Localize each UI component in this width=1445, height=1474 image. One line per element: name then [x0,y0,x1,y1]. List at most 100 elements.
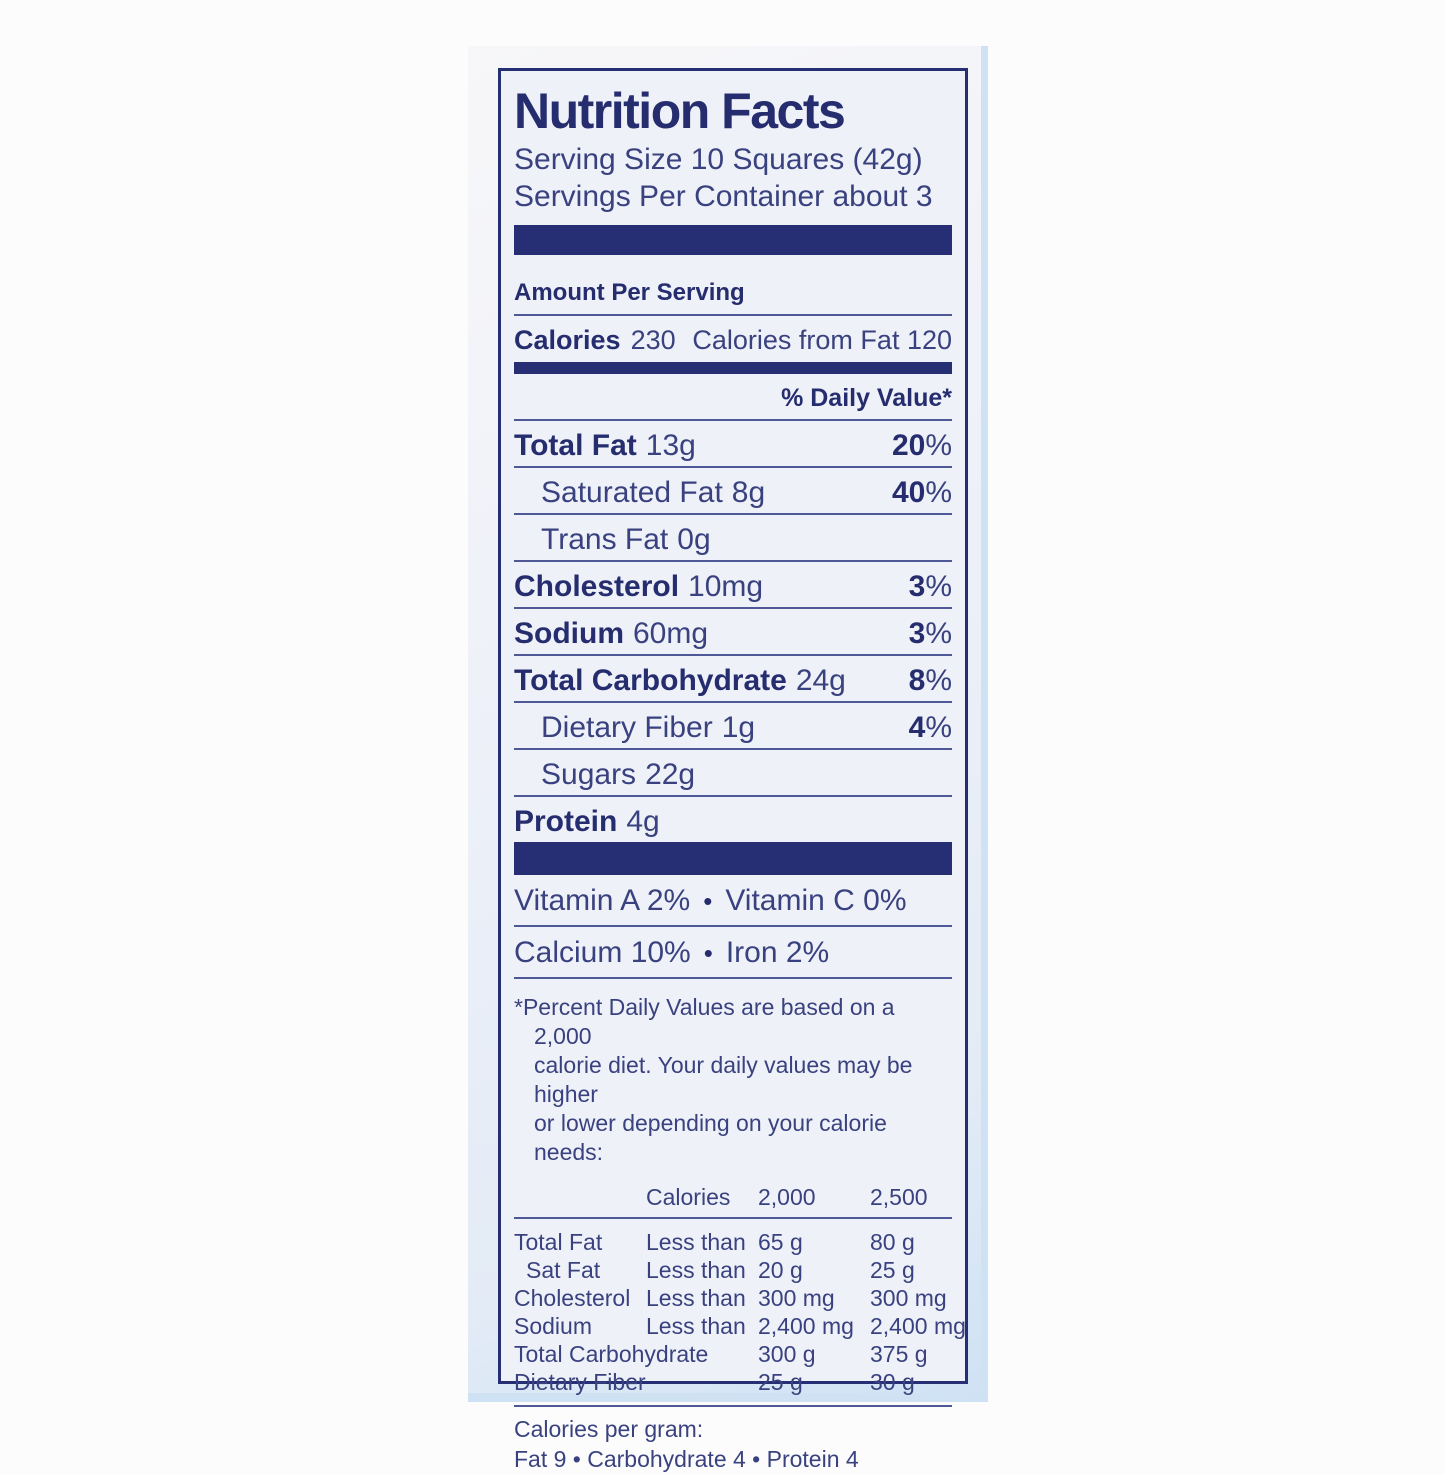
calories-value: 230 [630,325,676,355]
nutrient-name-amount: Sugars 22g [541,757,695,793]
nutrient-row: Total Fat 13g 20% [514,421,952,468]
dv-table-header-calories: Calories [646,1184,731,1210]
nutrient-name-amount: Protein 4g [514,804,660,840]
dv-row-2000: 65 g [758,1229,803,1255]
nutrient-name-amount: Sodium 60mg [514,616,708,652]
dv-table-rows: Total Fat Less than 65 g 80 g Sat Fat Less th… [514,1228,966,1396]
dv-row-2000: 25 g [758,1369,803,1395]
calories-per-gram-title: Calories per gram: [514,1416,704,1442]
nutrient-name-amount: Total Carbohydrate 24g [514,663,846,699]
nutrient-amount: 22g [645,758,696,791]
nutrient-amount: 10mg [688,570,764,603]
dv-table-header-2000: 2,000 [758,1184,816,1210]
dv-row-qualifier: Less than [646,1229,746,1255]
dv-row-2500: 300 mg [870,1285,947,1311]
calories-per-gram: Calories per gram: Fat 9 • Carbohydrate … [514,1405,952,1474]
nutrient-label: Protein [514,805,618,838]
dv-percent-sign: % [925,570,952,603]
nutrient-row: Total Carbohydrate 24g 8% [514,656,952,703]
dv-table-header: Calories 2,000 2,500 [514,1183,952,1219]
divider-bar-protein [514,842,952,875]
dv-row-label: Total Carbohydrate [514,1341,709,1367]
nutrient-label: Total Fat [514,429,637,462]
dv-table-row: Sat Fat Less than 20 g 25 g [514,1256,952,1284]
dv-table-header-2500: 2,500 [870,1184,928,1210]
nutrient-amount: 8g [731,476,766,509]
nutrient-amount: 0g [677,523,711,556]
amount-per-serving: Amount Per Serving [514,279,952,316]
dv-row-label: Cholesterol [514,1285,631,1311]
dv-row-label: Total Fat [514,1229,603,1255]
dv-row-2000: 2,400 mg [758,1313,854,1339]
nutrient-daily-value: 3% [909,569,952,605]
divider-bar-top [514,225,952,255]
dv-number: 20 [891,429,926,462]
nutrient-amount: 60mg [633,617,709,650]
nutrient-amount: 1g [721,711,756,744]
nutrient-row: Dietary Fiber 1g 4% [514,703,952,750]
calories-from-fat: Calories from Fat 120 [692,325,952,355]
dv-row-2500: 2,400 mg [870,1313,966,1339]
nutrient-name-amount: Cholesterol 10mg [514,569,763,605]
nutrient-daily-value: 40% [892,475,952,511]
vitamin-c-value: Vitamin C 0% [725,884,907,917]
dv-number: 40 [891,476,926,509]
bullet-separator: • [703,938,713,968]
dv-percent-sign: % [925,617,952,650]
dv-percent-sign: % [925,711,952,744]
iron-value: Iron 2% [725,936,830,969]
label-title: Nutrition Facts [514,83,846,139]
calcium-value: Calcium 10% [514,936,691,969]
calories-row: Calories 230 Calories from Fat 120 [514,316,952,362]
nutrient-row: Sodium 60mg 3% [514,609,952,656]
nutrient-amount: 24g [795,664,846,697]
dv-row-qualifier: Less than [646,1285,746,1311]
vitamin-row-calcium-iron: Calcium 10% • Iron 2% [514,927,952,979]
dv-row-2500: 80 g [870,1229,915,1255]
calories-per-gram-values: Fat 9 • Carbohydrate 4 • Protein 4 [514,1446,859,1472]
dv-row-label: Sat Fat [526,1257,601,1283]
label-paper: Nutrition Facts Serving Size 10 Squares … [468,46,988,1472]
nutrient-daily-value: 20% [892,428,952,464]
daily-value-header: % Daily Value* [514,374,952,421]
nutrient-name-amount: Saturated Fat 8g [541,475,765,511]
dv-row-2000: 300 mg [758,1285,835,1311]
divider-bar-calories [514,362,952,374]
vitamin-a-value: Vitamin A 2% [514,884,691,917]
nutrient-name-amount: Dietary Fiber 1g [541,710,755,746]
dv-number: 4 [908,711,926,744]
nutrient-name-amount: Trans Fat 0g [541,522,711,558]
calories-label: Calories [514,325,621,355]
calories-amount: Calories 230 [514,325,676,356]
nutrient-label: Cholesterol [514,570,680,603]
nutrient-daily-value: 4% [909,710,952,746]
dv-row-qualifier: Less than [646,1313,746,1339]
nutrient-row: Cholesterol 10mg 3% [514,562,952,609]
servings-per-container: Servings Per Container about 3 [514,180,933,213]
dv-percent-sign: % [925,664,952,697]
dv-percent-sign: % [925,429,952,462]
daily-value-table: Calories 2,000 2,500 Total Fat Less than 6… [514,1183,966,1396]
nutrient-label: Trans Fat [541,523,669,556]
nutrient-label: Sugars [541,758,637,791]
nutrient-row: Sugars 22g [514,750,952,797]
dv-table-row: Dietary Fiber 25 g 30 g [514,1368,952,1396]
nutrient-label: Dietary Fiber [541,711,713,744]
dv-row-label: Dietary Fiber [514,1369,646,1395]
dv-number: 3 [908,617,926,650]
daily-value-footnote: *Percent Daily Values are based on a 2,0… [514,994,913,1165]
dv-row-2500: 375 g [870,1341,928,1367]
nutrient-label: Total Carbohydrate [514,664,787,697]
dv-table-row: Total Carbohydrate 300 g 375 g [514,1340,952,1368]
dv-row-2500: 30 g [870,1369,915,1395]
dv-table-row: Cholesterol Less than 300 mg 300 mg [514,1284,952,1312]
serving-size: Serving Size 10 Squares (42g) [514,143,923,176]
nutrient-row: Trans Fat 0g [514,515,952,562]
dv-row-label: Sodium [514,1313,592,1339]
dv-row-qualifier: Less than [646,1257,746,1283]
nutrient-daily-value: 3% [909,616,952,652]
nutrient-label: Sodium [514,617,624,650]
dv-number: 3 [908,570,926,603]
nutrient-daily-value: 8% [909,663,952,699]
dv-table-row: Sodium Less than 2,400 mg 2,400 mg [514,1312,966,1340]
